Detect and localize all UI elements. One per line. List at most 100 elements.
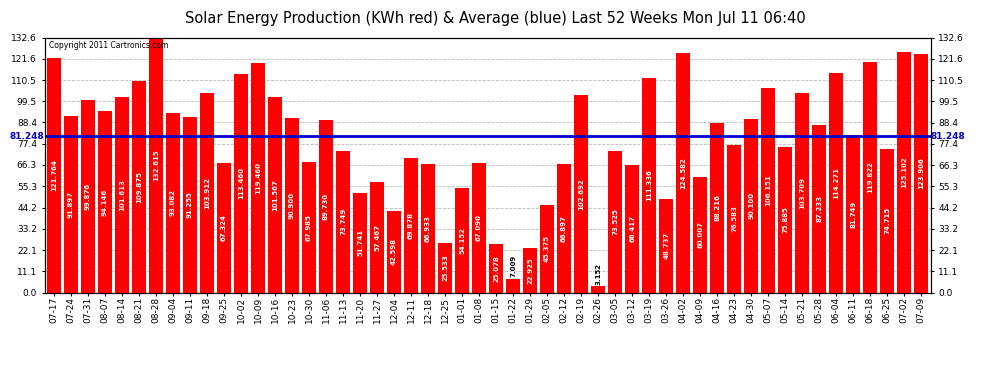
Text: 3.152: 3.152	[595, 262, 601, 285]
Text: 103.912: 103.912	[204, 177, 210, 209]
Text: 51.741: 51.741	[357, 229, 363, 256]
Text: 113.460: 113.460	[238, 167, 244, 200]
Text: 66.933: 66.933	[425, 215, 431, 242]
Bar	[183, 117, 197, 292]
Text: 67.090: 67.090	[476, 214, 482, 242]
Bar	[268, 97, 282, 292]
Text: 114.271: 114.271	[834, 166, 840, 199]
Bar	[489, 244, 503, 292]
Text: 125.102: 125.102	[901, 156, 907, 188]
Bar	[523, 248, 537, 292]
Text: 48.737: 48.737	[663, 232, 669, 259]
Bar	[506, 279, 520, 292]
Text: 99.876: 99.876	[85, 183, 91, 210]
Text: 45.375: 45.375	[544, 236, 550, 262]
Bar	[846, 135, 860, 292]
Bar	[557, 164, 571, 292]
Bar	[472, 164, 486, 292]
Text: 69.878: 69.878	[408, 212, 414, 239]
Bar	[234, 74, 248, 292]
Bar	[608, 151, 622, 292]
Text: 75.885: 75.885	[782, 206, 788, 233]
Bar	[132, 81, 146, 292]
Bar	[541, 205, 554, 292]
Bar	[812, 125, 827, 292]
Bar	[81, 100, 95, 292]
Bar	[778, 147, 792, 292]
Bar	[915, 54, 929, 292]
Bar	[659, 199, 673, 292]
Text: 109.875: 109.875	[136, 171, 142, 203]
Text: 76.583: 76.583	[732, 206, 738, 232]
Bar	[574, 95, 588, 292]
Text: 89.730: 89.730	[323, 193, 329, 220]
Bar	[643, 78, 656, 292]
Text: 93.082: 93.082	[170, 189, 176, 216]
Bar	[421, 164, 435, 292]
Text: 57.467: 57.467	[374, 224, 380, 251]
Bar	[439, 243, 452, 292]
Bar	[387, 211, 401, 292]
Bar	[830, 73, 843, 292]
Text: 90.900: 90.900	[289, 192, 295, 219]
Bar	[251, 63, 265, 292]
Text: 121.764: 121.764	[50, 159, 56, 191]
Text: 102.692: 102.692	[578, 178, 584, 210]
Bar	[710, 123, 724, 292]
Text: 91.255: 91.255	[187, 191, 193, 218]
Bar	[166, 114, 180, 292]
Text: 87.233: 87.233	[816, 195, 823, 222]
Bar	[64, 116, 78, 292]
Bar	[676, 53, 690, 292]
Bar	[115, 97, 129, 292]
Bar	[761, 88, 775, 292]
Bar	[880, 149, 894, 292]
Bar	[728, 145, 742, 292]
Text: 60.007: 60.007	[697, 221, 703, 248]
Bar	[744, 119, 758, 292]
Text: 101.613: 101.613	[119, 179, 125, 211]
Text: 25.078: 25.078	[493, 255, 499, 282]
Text: 124.582: 124.582	[680, 157, 686, 189]
Text: 81.248: 81.248	[931, 132, 965, 141]
Text: 123.906: 123.906	[919, 158, 925, 189]
Text: 66.417: 66.417	[629, 215, 636, 242]
Bar	[795, 93, 809, 292]
Text: 111.336: 111.336	[646, 170, 652, 201]
Text: 132.615: 132.615	[152, 149, 159, 181]
Text: 67.324: 67.324	[221, 214, 227, 241]
Text: 101.567: 101.567	[272, 179, 278, 211]
Text: Solar Energy Production (KWh red) & Average (blue) Last 52 Weeks Mon Jul 11 06:4: Solar Energy Production (KWh red) & Aver…	[184, 11, 806, 26]
Text: 90.100: 90.100	[748, 192, 754, 219]
Bar	[302, 162, 316, 292]
Text: 66.897: 66.897	[561, 215, 567, 242]
Text: 119.822: 119.822	[867, 161, 873, 193]
Text: 73.749: 73.749	[340, 208, 346, 235]
Bar	[200, 93, 214, 292]
Bar	[47, 58, 60, 292]
Text: 42.598: 42.598	[391, 238, 397, 265]
Text: 25.533: 25.533	[443, 255, 448, 281]
Text: 22.925: 22.925	[527, 257, 533, 284]
Text: 81.248: 81.248	[10, 132, 45, 141]
Text: 88.216: 88.216	[714, 194, 720, 221]
Text: 103.709: 103.709	[799, 177, 805, 209]
Bar	[148, 38, 163, 292]
Text: 106.151: 106.151	[765, 174, 771, 206]
Text: 119.460: 119.460	[255, 162, 261, 194]
Bar	[404, 158, 418, 292]
Text: Copyright 2011 Cartronics.com: Copyright 2011 Cartronics.com	[49, 41, 168, 50]
Bar	[455, 188, 469, 292]
Bar	[336, 151, 350, 292]
Bar	[591, 286, 605, 292]
Bar	[863, 62, 877, 292]
Text: 74.715: 74.715	[884, 207, 890, 234]
Text: 54.152: 54.152	[459, 227, 465, 254]
Bar	[897, 52, 911, 292]
Text: 7.009: 7.009	[510, 255, 516, 277]
Bar	[625, 165, 640, 292]
Text: 81.749: 81.749	[850, 200, 856, 228]
Bar	[370, 182, 384, 292]
Text: 94.146: 94.146	[102, 188, 108, 216]
Bar	[693, 177, 707, 292]
